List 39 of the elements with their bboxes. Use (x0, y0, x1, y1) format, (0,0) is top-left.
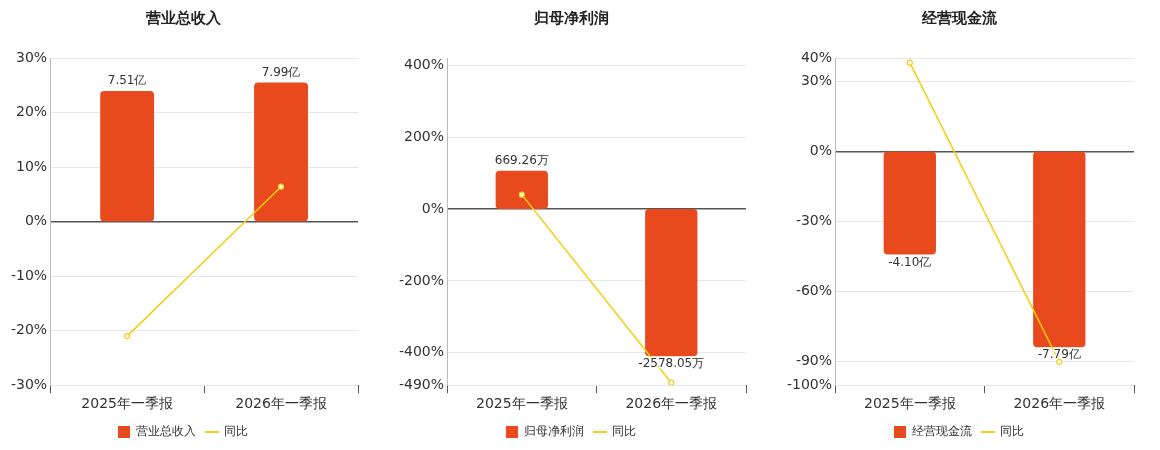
x-tick-label: 2025年一季报 (475, 395, 568, 412)
data-label: 7.51亿 (107, 73, 147, 88)
y-tick-label: -10% (11, 266, 48, 283)
y-tick-label: -200% (399, 271, 445, 288)
legend-label: 同比 (612, 424, 636, 439)
legend-label: 营业总收入 (136, 424, 196, 439)
chart-title: 经营现金流 (920, 8, 998, 27)
y-tick-label: -20% (11, 321, 48, 338)
legend-label: 同比 (1000, 424, 1024, 439)
legend-label: 同比 (224, 424, 248, 439)
y-tick-label: -400% (399, 343, 445, 360)
y-tick-label: 20% (16, 103, 48, 120)
x-tick-label: 2025年一季报 (863, 395, 956, 412)
data-label: -4.10亿 (888, 254, 932, 269)
y-tick-label: 200% (404, 127, 445, 144)
y-tick-label: -100% (787, 375, 833, 392)
x-tick-label: 2025年一季报 (81, 395, 173, 412)
y-tick-label: 40% (800, 48, 833, 65)
x-tick-label: 2026年一季报 (625, 395, 718, 412)
chart-title: 归母净利润 (532, 8, 609, 27)
y-tick-label: 30% (16, 48, 48, 65)
y-tick-label: -490% (399, 375, 445, 392)
y-tick-label: 30% (800, 72, 833, 89)
legend-label: 经营现金流 (912, 424, 972, 439)
y-tick-label: 0% (809, 142, 833, 159)
x-tick-label: 2026年一季报 (235, 395, 327, 412)
y-tick-label: 400% (404, 55, 445, 72)
legend-label: 归母净利润 (524, 424, 584, 439)
y-tick-label: 0% (421, 199, 445, 216)
y-tick-label: -30% (11, 375, 48, 392)
y-tick-label: 0% (24, 212, 48, 229)
y-tick-label: -90% (795, 352, 833, 369)
y-tick-label: 10% (16, 157, 48, 174)
data-label: 669.26万 (494, 152, 549, 167)
data-label: 7.99亿 (261, 64, 301, 79)
chart-title: 营业总收入 (144, 8, 222, 27)
y-tick-label: -60% (795, 282, 833, 299)
y-tick-label: -30% (795, 212, 833, 229)
x-tick-label: 2026年一季报 (1013, 395, 1106, 412)
